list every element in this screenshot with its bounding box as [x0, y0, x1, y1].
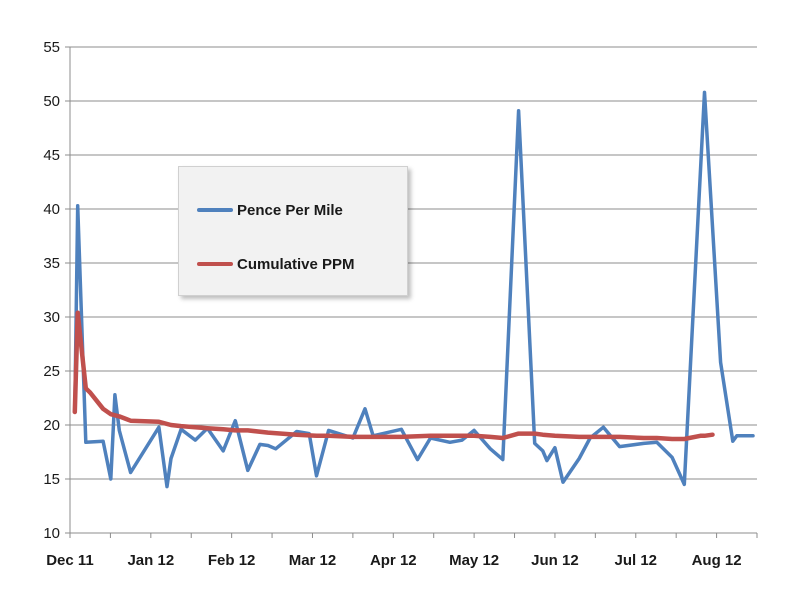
- series-layer: [72, 90, 755, 489]
- x-tick-label: Apr 12: [370, 552, 417, 569]
- y-tick-label: 15: [43, 471, 60, 488]
- x-tick-label: Jan 12: [127, 552, 174, 569]
- series-line-cumulative-ppm: [72, 310, 715, 442]
- y-tick-label: 25: [43, 363, 60, 380]
- legend: Pence Per Mile Cumulative PPM: [178, 166, 408, 296]
- x-axis-tick-labels: Dec 11 Jan 12 Feb 12 Mar 12 Apr 12 May 12 Jun …: [46, 552, 741, 569]
- y-tick-label: 30: [43, 309, 60, 326]
- x-tick-label: Aug 12: [692, 552, 742, 569]
- legend-item-cumulative-ppm: Cumulative PPM: [197, 254, 355, 274]
- x-tick-label: May 12: [449, 552, 499, 569]
- y-tick-label: 45: [43, 147, 60, 164]
- y-tick-label: 50: [43, 93, 60, 110]
- x-tick-label: Dec 11: [46, 552, 94, 569]
- y-axis-tick-labels: 10 15 20 25 30 35 40 45 50 55: [43, 39, 60, 542]
- legend-swatch-cumulative-ppm: [197, 262, 233, 266]
- legend-swatch-pence-per-mile: [197, 208, 233, 212]
- series-line-pence-per-mile: [73, 90, 755, 489]
- gridlines: [70, 46, 757, 480]
- x-tick-label: Feb 12: [208, 552, 256, 569]
- y-tick-label: 20: [43, 417, 60, 434]
- y-tick-label: 55: [43, 39, 60, 56]
- y-tick-label: 35: [43, 255, 60, 272]
- x-tick-label: Jun 12: [531, 552, 579, 569]
- y-tick-label: 40: [43, 201, 60, 218]
- axes: [65, 46, 758, 538]
- x-tick-label: Mar 12: [289, 552, 337, 569]
- legend-item-pence-per-mile: Pence Per Mile: [197, 200, 343, 220]
- y-tick-label: 10: [43, 525, 60, 542]
- x-tick-label: Jul 12: [614, 552, 657, 569]
- legend-label-pence-per-mile: Pence Per Mile: [237, 201, 343, 219]
- legend-label-cumulative-ppm: Cumulative PPM: [237, 255, 355, 273]
